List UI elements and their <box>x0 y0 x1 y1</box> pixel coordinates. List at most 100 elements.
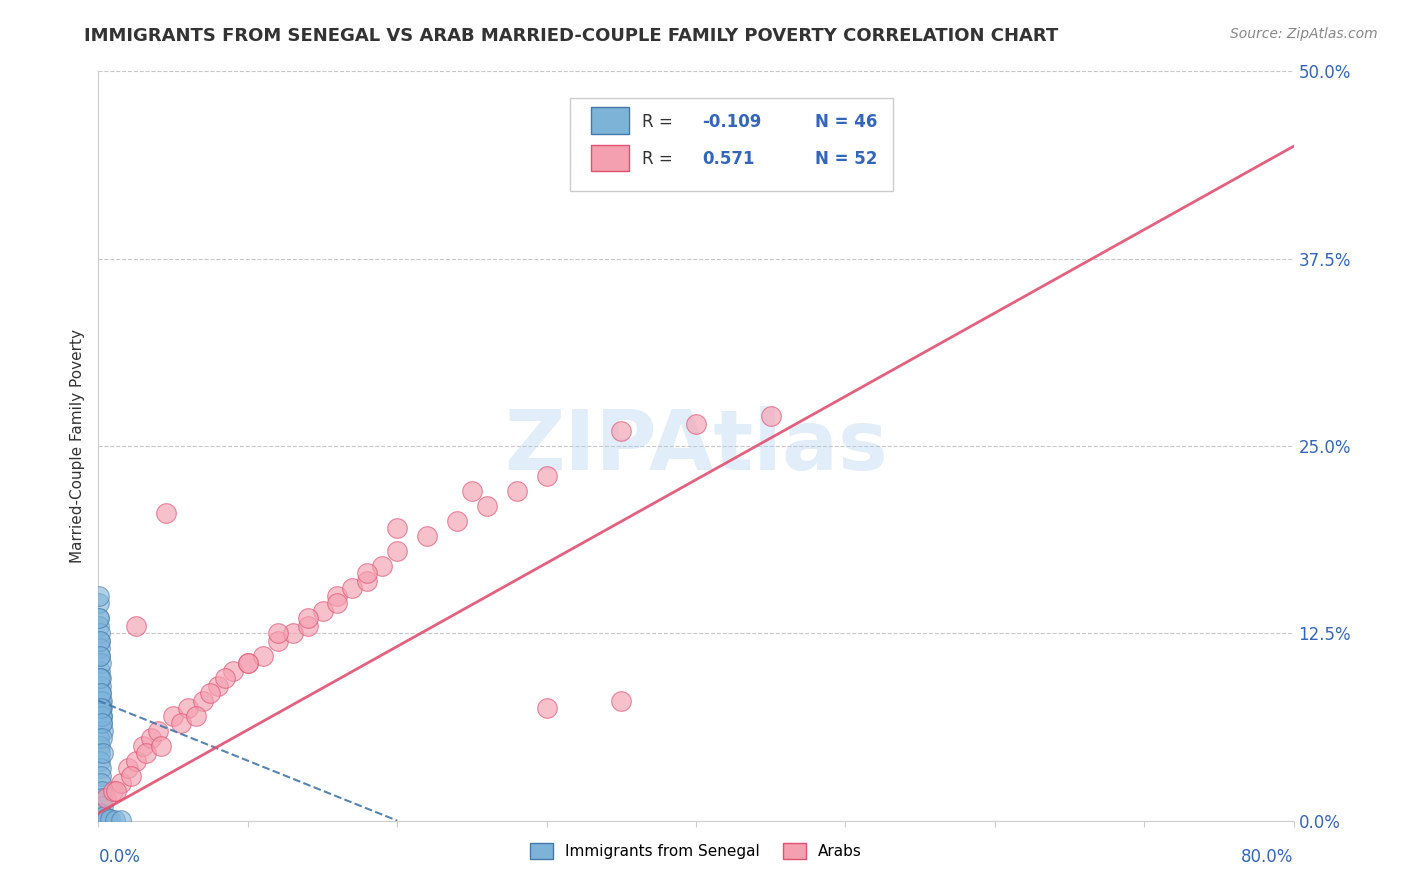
Point <box>297 611 319 625</box>
Point <box>371 558 394 573</box>
Point <box>104 813 127 827</box>
Text: R =: R = <box>643 112 678 130</box>
Point <box>120 769 142 783</box>
Point <box>90 708 112 723</box>
Point <box>91 708 114 723</box>
Point <box>446 514 468 528</box>
Point <box>89 671 111 685</box>
Point <box>89 657 111 671</box>
Point <box>93 809 115 823</box>
Point <box>98 812 122 826</box>
Point <box>110 814 132 828</box>
Point <box>162 708 184 723</box>
Point <box>536 701 558 715</box>
Text: Source: ZipAtlas.com: Source: ZipAtlas.com <box>1230 27 1378 41</box>
Point <box>110 776 132 790</box>
Point <box>90 716 112 731</box>
Point <box>326 596 349 610</box>
Point <box>184 708 207 723</box>
Y-axis label: Married-Couple Family Poverty: Married-Couple Family Poverty <box>69 329 84 563</box>
Point <box>342 582 364 596</box>
Point <box>236 657 259 671</box>
Point <box>148 723 170 738</box>
Point <box>89 596 111 610</box>
Text: 0.571: 0.571 <box>702 150 755 168</box>
Point <box>89 746 111 760</box>
FancyBboxPatch shape <box>591 145 628 171</box>
FancyBboxPatch shape <box>571 97 893 191</box>
Text: -0.109: -0.109 <box>702 112 761 130</box>
FancyBboxPatch shape <box>591 107 628 134</box>
Point <box>356 566 378 581</box>
Point <box>416 529 439 543</box>
Point <box>475 499 498 513</box>
Point <box>89 633 111 648</box>
Point <box>461 483 484 498</box>
Point <box>169 716 191 731</box>
Point <box>89 626 111 640</box>
Point <box>90 701 112 715</box>
Point <box>96 811 118 825</box>
Point <box>91 798 114 813</box>
Point <box>536 469 558 483</box>
Point <box>117 761 139 775</box>
Point <box>252 648 274 663</box>
Text: 0.0%: 0.0% <box>98 848 141 866</box>
Point <box>91 746 114 760</box>
Point <box>135 746 157 760</box>
Point <box>91 791 114 805</box>
Point <box>610 424 633 438</box>
Point <box>89 664 111 678</box>
Point <box>90 686 112 700</box>
Point <box>177 701 200 715</box>
Point <box>89 641 111 656</box>
Point <box>90 783 112 797</box>
Point <box>222 664 245 678</box>
Text: ZIPAtlas: ZIPAtlas <box>503 406 889 486</box>
Point <box>90 679 112 693</box>
Point <box>90 776 112 790</box>
Text: N = 46: N = 46 <box>815 112 877 130</box>
Point <box>155 507 177 521</box>
Point <box>139 731 162 746</box>
Point <box>90 694 112 708</box>
Text: N = 52: N = 52 <box>815 150 877 168</box>
Point <box>200 686 222 700</box>
Point <box>89 648 111 663</box>
Point <box>311 604 333 618</box>
Point <box>385 544 409 558</box>
Point <box>89 731 111 746</box>
Point <box>150 739 173 753</box>
Point <box>89 648 111 663</box>
Point <box>89 611 111 625</box>
Point <box>685 417 707 431</box>
Point <box>90 686 112 700</box>
Point <box>90 671 112 685</box>
Point <box>267 633 290 648</box>
Point <box>91 716 114 731</box>
Point <box>506 483 529 498</box>
Point <box>385 521 409 535</box>
Point <box>297 619 319 633</box>
Point <box>214 671 236 685</box>
Point <box>125 619 148 633</box>
Point <box>759 409 782 423</box>
Legend: Immigrants from Senegal, Arabs: Immigrants from Senegal, Arabs <box>524 838 868 865</box>
Point <box>94 791 117 805</box>
Point <box>267 626 290 640</box>
Point <box>89 633 111 648</box>
Point <box>326 589 349 603</box>
Point <box>89 754 111 768</box>
Point <box>89 611 111 625</box>
Point <box>610 694 633 708</box>
Point <box>91 723 114 738</box>
Point <box>91 731 114 746</box>
Point <box>89 806 111 821</box>
Point <box>91 701 114 715</box>
Point <box>105 783 128 797</box>
Point <box>356 574 378 588</box>
Point <box>132 739 155 753</box>
Point <box>90 701 112 715</box>
Point <box>89 739 111 753</box>
Point <box>89 619 111 633</box>
